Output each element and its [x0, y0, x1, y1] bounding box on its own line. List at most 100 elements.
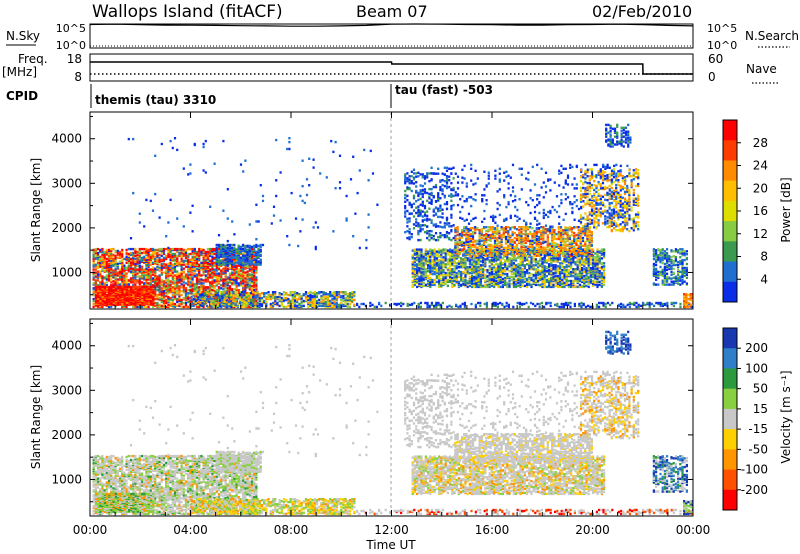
power-cell — [307, 296, 310, 300]
power-cell — [101, 285, 104, 289]
power-cell — [136, 305, 139, 309]
power-cell — [149, 274, 152, 277]
power-cell — [441, 301, 444, 305]
power-cell — [449, 248, 452, 251]
power-cell — [176, 279, 179, 282]
power-cell — [408, 303, 411, 307]
power-cell — [242, 285, 245, 288]
power-cell — [280, 302, 283, 306]
power-cell — [160, 283, 163, 286]
power-cell — [611, 301, 614, 305]
power-cell — [438, 254, 441, 257]
power-cell — [165, 265, 168, 268]
power-cell — [493, 269, 496, 272]
power-cell — [233, 263, 236, 266]
power-cell — [422, 264, 425, 267]
power-cell — [257, 247, 260, 251]
power-cell — [488, 265, 491, 268]
power-cell — [442, 259, 445, 262]
power-cell — [429, 285, 432, 289]
power-cell — [259, 253, 262, 256]
power-cell — [212, 299, 215, 303]
power-cell — [226, 284, 229, 287]
power-cell — [195, 273, 199, 276]
power-cell — [313, 294, 316, 298]
power-cell — [351, 295, 354, 299]
power-cell — [464, 278, 467, 282]
power-cell — [462, 270, 465, 274]
power-cell — [165, 298, 168, 302]
power-cell — [501, 273, 504, 277]
power-cell — [567, 303, 570, 307]
power-cell — [484, 283, 487, 287]
power-cell — [106, 298, 109, 301]
power-cell — [145, 269, 148, 272]
power-cell — [326, 298, 330, 302]
power-cell — [315, 301, 319, 305]
power-cell — [217, 257, 221, 261]
power-cell — [92, 282, 95, 285]
cpid-mode-2: tau (fast) -503 — [395, 83, 493, 97]
power-cell — [173, 285, 177, 288]
power-cell — [438, 271, 441, 275]
power-cell — [114, 267, 117, 270]
power-cell — [235, 264, 238, 267]
power-cell — [169, 253, 172, 257]
power-cell — [99, 261, 102, 264]
power-cell — [154, 274, 157, 277]
power-cell — [457, 270, 460, 273]
power-cell — [160, 247, 163, 251]
power-cell — [210, 300, 213, 304]
power-cell — [484, 258, 487, 261]
power-cell — [202, 250, 205, 254]
power-cell — [140, 259, 144, 262]
power-cell — [335, 291, 338, 294]
power-cell — [479, 281, 482, 285]
power-cell — [147, 305, 150, 309]
power-cell — [453, 268, 456, 271]
power-cell — [497, 270, 500, 273]
power-cell — [260, 304, 264, 308]
power-cell — [129, 247, 133, 251]
power-cell — [242, 247, 245, 251]
power-cell — [237, 252, 240, 255]
nsky-tick-top: 10^5 — [56, 22, 86, 35]
power-cell — [215, 289, 218, 292]
power-cell — [470, 302, 473, 306]
power-cell — [444, 280, 447, 284]
power-cell — [449, 264, 452, 267]
power-cell — [241, 297, 244, 301]
power-cell — [96, 251, 100, 255]
power-cell — [96, 273, 100, 276]
power-cell — [231, 253, 234, 257]
power-cell — [672, 304, 675, 308]
power-cell — [508, 261, 511, 264]
power-cell — [191, 249, 194, 253]
power-cell — [228, 297, 232, 301]
power-cell — [573, 304, 576, 308]
power-cell — [411, 271, 414, 275]
power-cell — [250, 285, 254, 288]
power-cell — [128, 302, 131, 305]
power-cell — [96, 259, 100, 262]
power-cell — [427, 270, 430, 273]
power-cell — [353, 291, 356, 294]
power-cell — [250, 266, 254, 269]
power-cell — [422, 272, 425, 276]
power-cell — [237, 256, 240, 259]
power-cell — [151, 247, 155, 251]
power-cell — [416, 280, 419, 284]
power-cell — [584, 305, 587, 309]
power-cell — [201, 304, 204, 308]
power-cell — [495, 273, 498, 277]
power-cell — [333, 302, 336, 306]
power-cell — [495, 263, 498, 266]
power-cell — [211, 259, 214, 262]
power-cell — [202, 254, 205, 258]
power-cell — [265, 297, 268, 301]
power-cell — [431, 280, 434, 284]
power-cell — [195, 267, 199, 270]
power-cell — [134, 302, 137, 305]
power-cell — [440, 262, 443, 265]
power-cell — [477, 261, 480, 264]
